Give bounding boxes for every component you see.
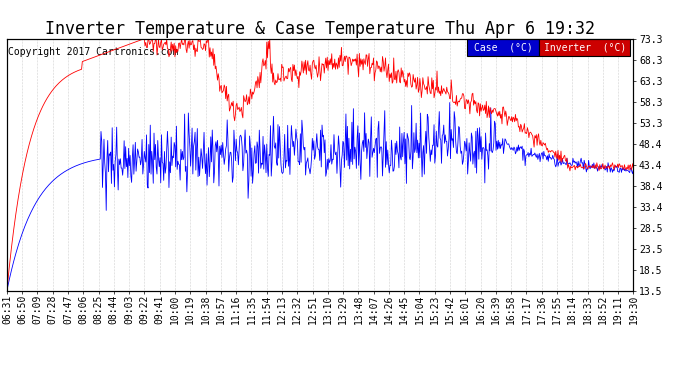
Title: Inverter Temperature & Case Temperature Thu Apr 6 19:32: Inverter Temperature & Case Temperature … [45, 20, 595, 38]
FancyBboxPatch shape [467, 39, 540, 56]
Text: Case  (°C): Case (°C) [474, 42, 533, 52]
FancyBboxPatch shape [540, 39, 630, 56]
Text: Inverter  (°C): Inverter (°C) [544, 42, 626, 52]
Text: Copyright 2017 Cartronics.com: Copyright 2017 Cartronics.com [8, 47, 179, 57]
